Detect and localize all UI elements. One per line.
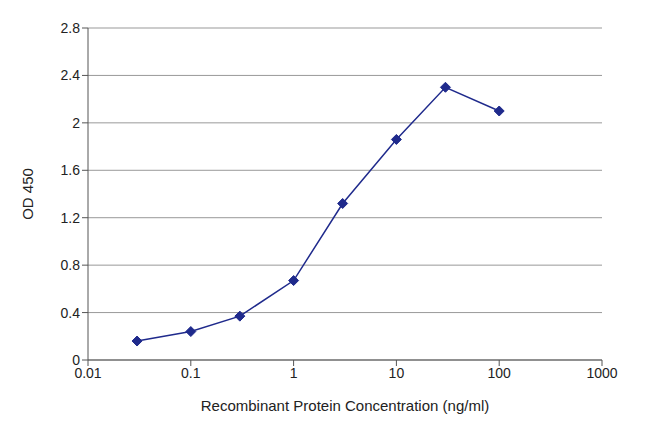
svg-text:0.1: 0.1	[181, 365, 201, 381]
svg-text:100: 100	[488, 365, 512, 381]
svg-text:1.6: 1.6	[61, 162, 81, 178]
svg-text:0.01: 0.01	[74, 364, 102, 381]
svg-text:Recombinant Protein Concentrat: Recombinant Protein Concentration (ng/ml…	[201, 397, 489, 414]
svg-text:0.8: 0.8	[61, 257, 81, 273]
svg-text:10: 10	[389, 365, 405, 381]
svg-text:1.2: 1.2	[61, 210, 81, 226]
svg-text:1000: 1000	[586, 365, 617, 381]
svg-text:2.8: 2.8	[61, 20, 81, 36]
svg-text:0.4: 0.4	[61, 305, 81, 321]
svg-text:1: 1	[290, 365, 298, 381]
svg-text:0: 0	[72, 352, 80, 368]
svg-text:2: 2	[72, 115, 80, 131]
svg-text:OD 450: OD 450	[19, 168, 36, 220]
svg-text:2.4: 2.4	[61, 67, 81, 83]
